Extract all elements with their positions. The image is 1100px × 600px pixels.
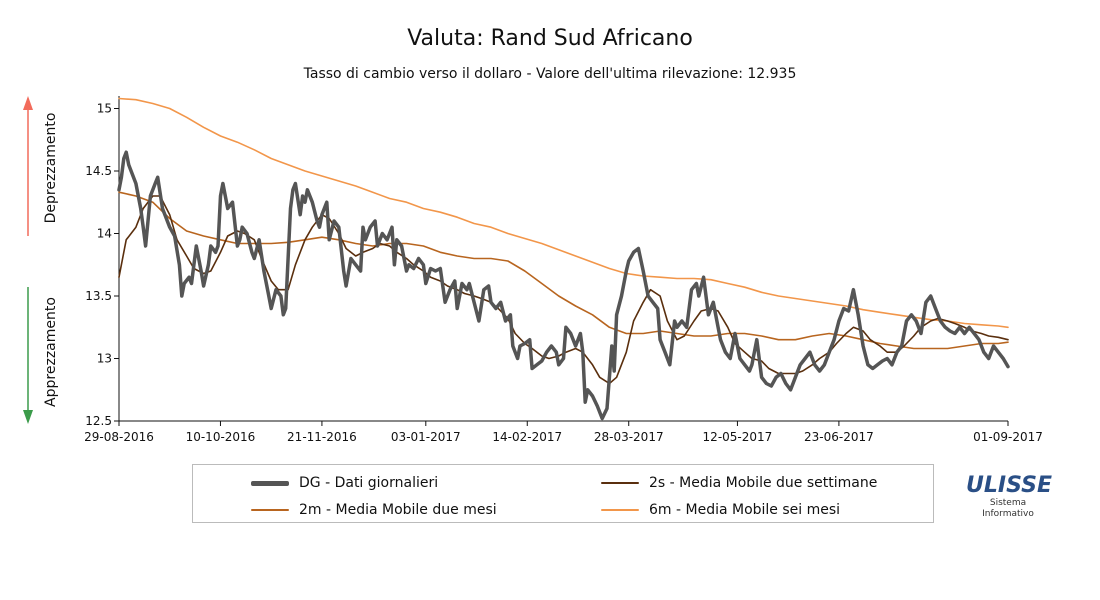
legend-label-dg: DG - Dati giornalieri [299,475,439,491]
axes: 12.5 13 13.5 14 14.5 15 29-08-2016 10-10-2016 21… [84,96,1043,444]
legend-item-2s: 2s - Media Mobile due settimane [601,473,877,493]
logo-line-1: Sistema [989,498,1027,508]
legend-label-6m: 6m - Media Mobile sei mesi [649,502,841,518]
legend-swatch-dg [251,480,289,486]
legend-item-2m: 2m - Media Mobile due mesi [251,500,497,520]
legend-label-2s: 2s - Media Mobile due settimane [649,475,878,491]
x-tick-label: 14-02-2017 [492,430,562,444]
chart-title: Valuta: Rand Sud Africano [407,26,693,51]
appreciation-indicator: Apprezzamento [23,287,59,424]
series-line-ma2m [118,191,1009,350]
appreciation-arrow-head [23,410,33,424]
x-tick-label: 28-03-2017 [594,430,664,444]
depreciation-label: Deprezzamento [43,113,59,224]
series-line-dg [117,150,1010,421]
exchange-rate-chart: Deprezzamento Apprezzamento 12.5 13 13.5 14… [23,96,1043,444]
legend-swatch-2m [251,509,289,511]
logo-brand: ULISSE [966,473,1053,498]
ulisse-logo: ULISSE Sistema Informativo [966,473,1053,520]
series-line-ma6m [118,97,1009,329]
x-tick-label: 10-10-2016 [186,430,256,444]
y-tick-label: 13.5 [85,289,112,303]
y-tick-label: 12.5 [85,414,112,428]
x-tick-label: 21-11-2016 [287,430,357,444]
y-tick-label: 14.5 [85,164,112,178]
depreciation-indicator: Deprezzamento [23,96,59,236]
legend-label-2m: 2m - Media Mobile due mesi [299,502,497,518]
legend-item-6m: 6m - Media Mobile sei mesi [601,500,840,520]
chart-subtitle: Tasso di cambio verso il dollaro - Valor… [303,66,797,82]
x-tick-label: 12-05-2017 [703,430,773,444]
y-tick-label: 13 [97,352,112,366]
legend-swatch-2s [601,482,639,484]
legend: DG - Dati giornalieri 2s - Media Mobile … [192,464,934,523]
x-tick-label: 29-08-2016 [84,430,154,444]
x-tick-label: 03-01-2017 [391,430,461,444]
depreciation-arrow-head [23,96,33,110]
x-tick-label: 01-09-2017 [973,430,1043,444]
x-tick-label: 23-06-2017 [804,430,874,444]
series-lines [117,97,1010,421]
legend-item-dg: DG - Dati giornalieri [251,473,438,493]
y-tick-label: 15 [97,102,112,116]
y-tick-label: 14 [97,227,112,241]
legend-swatch-6m [601,509,639,511]
logo-line-2: Informativo [982,509,1034,519]
appreciation-label: Apprezzamento [43,297,59,407]
